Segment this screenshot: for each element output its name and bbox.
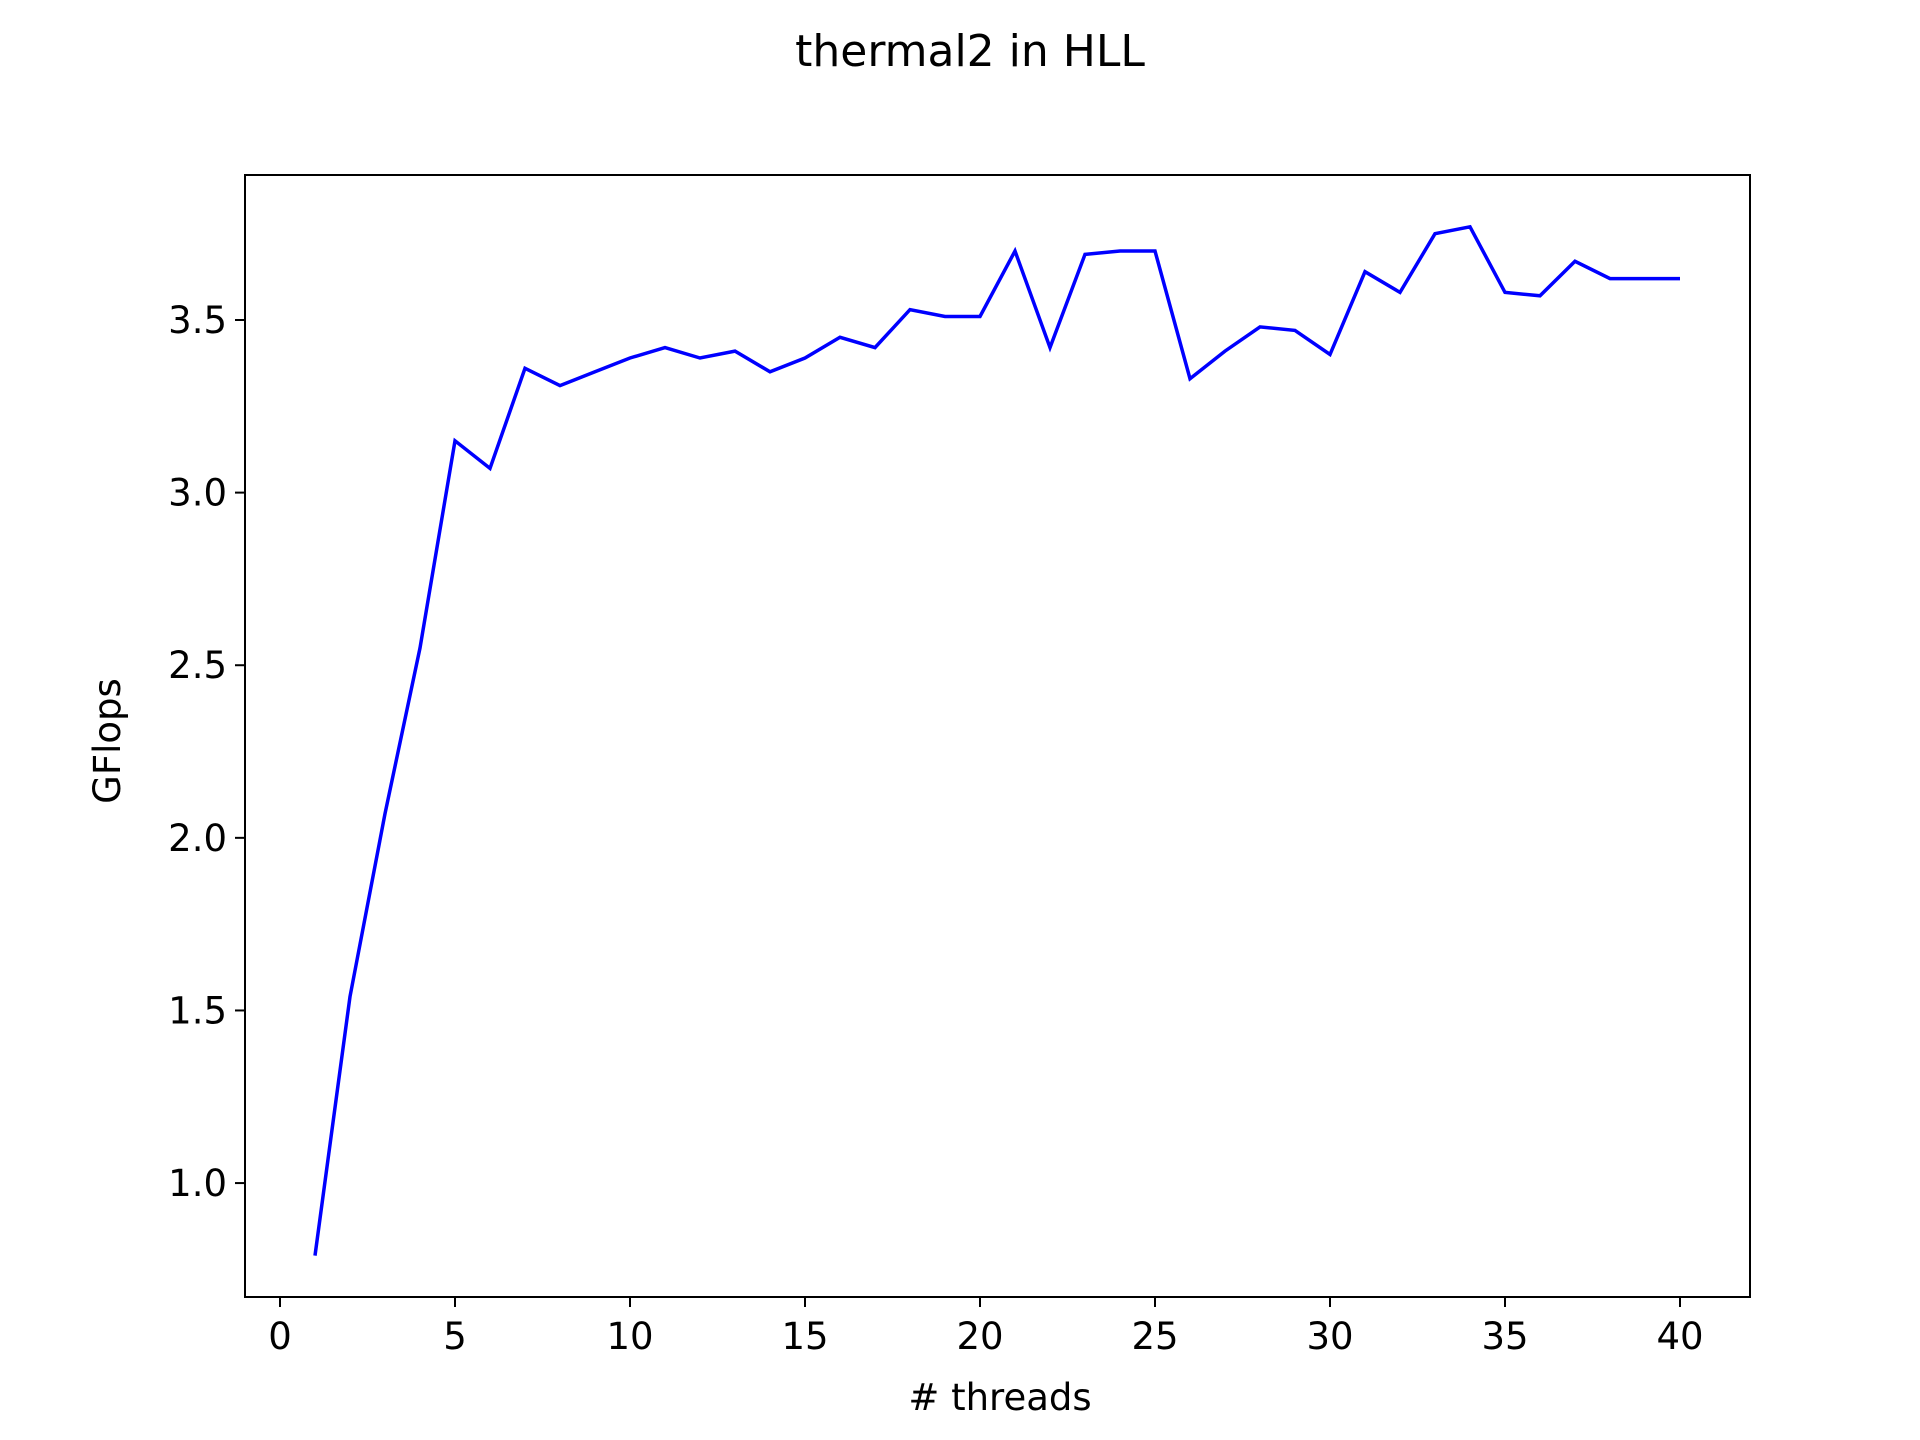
y-tick-label: 1.0	[168, 1162, 227, 1205]
chart-title: thermal2 in HLL	[795, 26, 1145, 77]
x-axis-ticks: 0 5 10 15 20 25 30 35 40	[268, 1297, 1704, 1358]
x-tick-label: 40	[1656, 1315, 1703, 1358]
y-tick-label: 1.5	[168, 989, 227, 1032]
x-tick-label: 25	[1131, 1315, 1178, 1358]
y-axis-title: GFlops	[86, 678, 129, 804]
y-tick-label: 2.5	[168, 644, 227, 687]
x-tick-label: 20	[956, 1315, 1003, 1358]
x-tick-label: 15	[781, 1315, 828, 1358]
x-tick-label: 35	[1481, 1315, 1528, 1358]
y-tick-label: 3.5	[168, 299, 227, 342]
x-tick-label: 10	[606, 1315, 653, 1358]
y-tick-label: 2.0	[168, 817, 227, 860]
x-axis-title: # threads	[908, 1376, 1091, 1419]
x-tick-label: 5	[443, 1315, 467, 1358]
x-tick-label: 30	[1306, 1315, 1353, 1358]
series-line	[313, 224, 1680, 1256]
y-axis-ticks: 1.0 1.5 2.0 2.5 3.0 3.5	[168, 299, 245, 1205]
series-layer	[313, 224, 1680, 1256]
x-tick-label: 0	[268, 1315, 292, 1358]
plot-frame	[244, 174, 1751, 1298]
y-tick-label: 3.0	[168, 472, 227, 515]
